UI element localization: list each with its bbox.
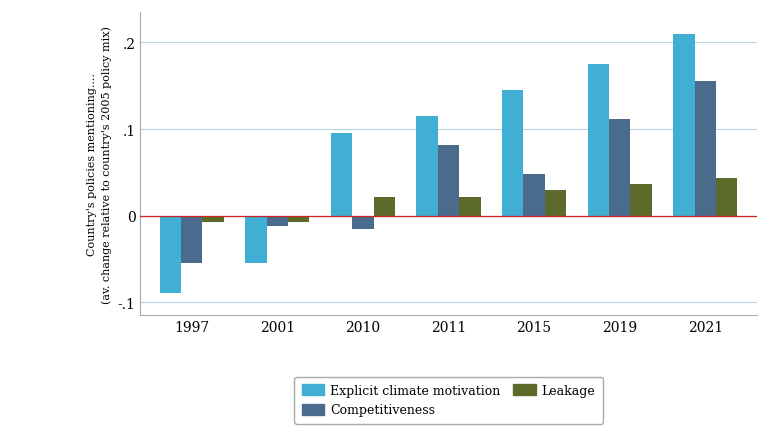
- Bar: [331, 134, 353, 216]
- Legend: Explicit climate motivation, Competitiveness, Leakage: Explicit climate motivation, Competitive…: [294, 377, 603, 424]
- Bar: [523, 175, 544, 216]
- Bar: [609, 119, 630, 216]
- Bar: [267, 216, 288, 226]
- Bar: [502, 91, 523, 216]
- Bar: [203, 216, 224, 223]
- Bar: [459, 197, 480, 216]
- Bar: [374, 197, 395, 216]
- Bar: [587, 65, 609, 216]
- Y-axis label: Country's policies mentioning....
(av. change relative to country's 2005 policy : Country's policies mentioning.... (av. c…: [87, 26, 112, 303]
- Bar: [181, 216, 203, 264]
- Bar: [630, 184, 652, 216]
- Bar: [673, 35, 694, 216]
- Bar: [417, 117, 438, 216]
- Bar: [438, 145, 459, 216]
- Bar: [245, 216, 267, 264]
- Bar: [694, 82, 716, 216]
- Bar: [353, 216, 374, 229]
- Bar: [544, 190, 566, 216]
- Bar: [716, 179, 737, 216]
- Bar: [160, 216, 181, 294]
- Bar: [288, 216, 310, 223]
